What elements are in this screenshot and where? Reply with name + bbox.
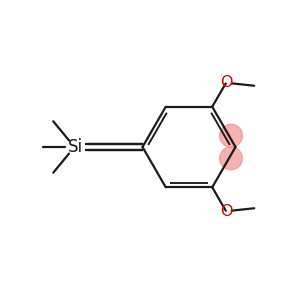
Text: O: O (220, 204, 233, 219)
Circle shape (220, 124, 242, 147)
Circle shape (220, 147, 242, 170)
Text: O: O (220, 75, 233, 90)
Text: Si: Si (68, 138, 82, 156)
